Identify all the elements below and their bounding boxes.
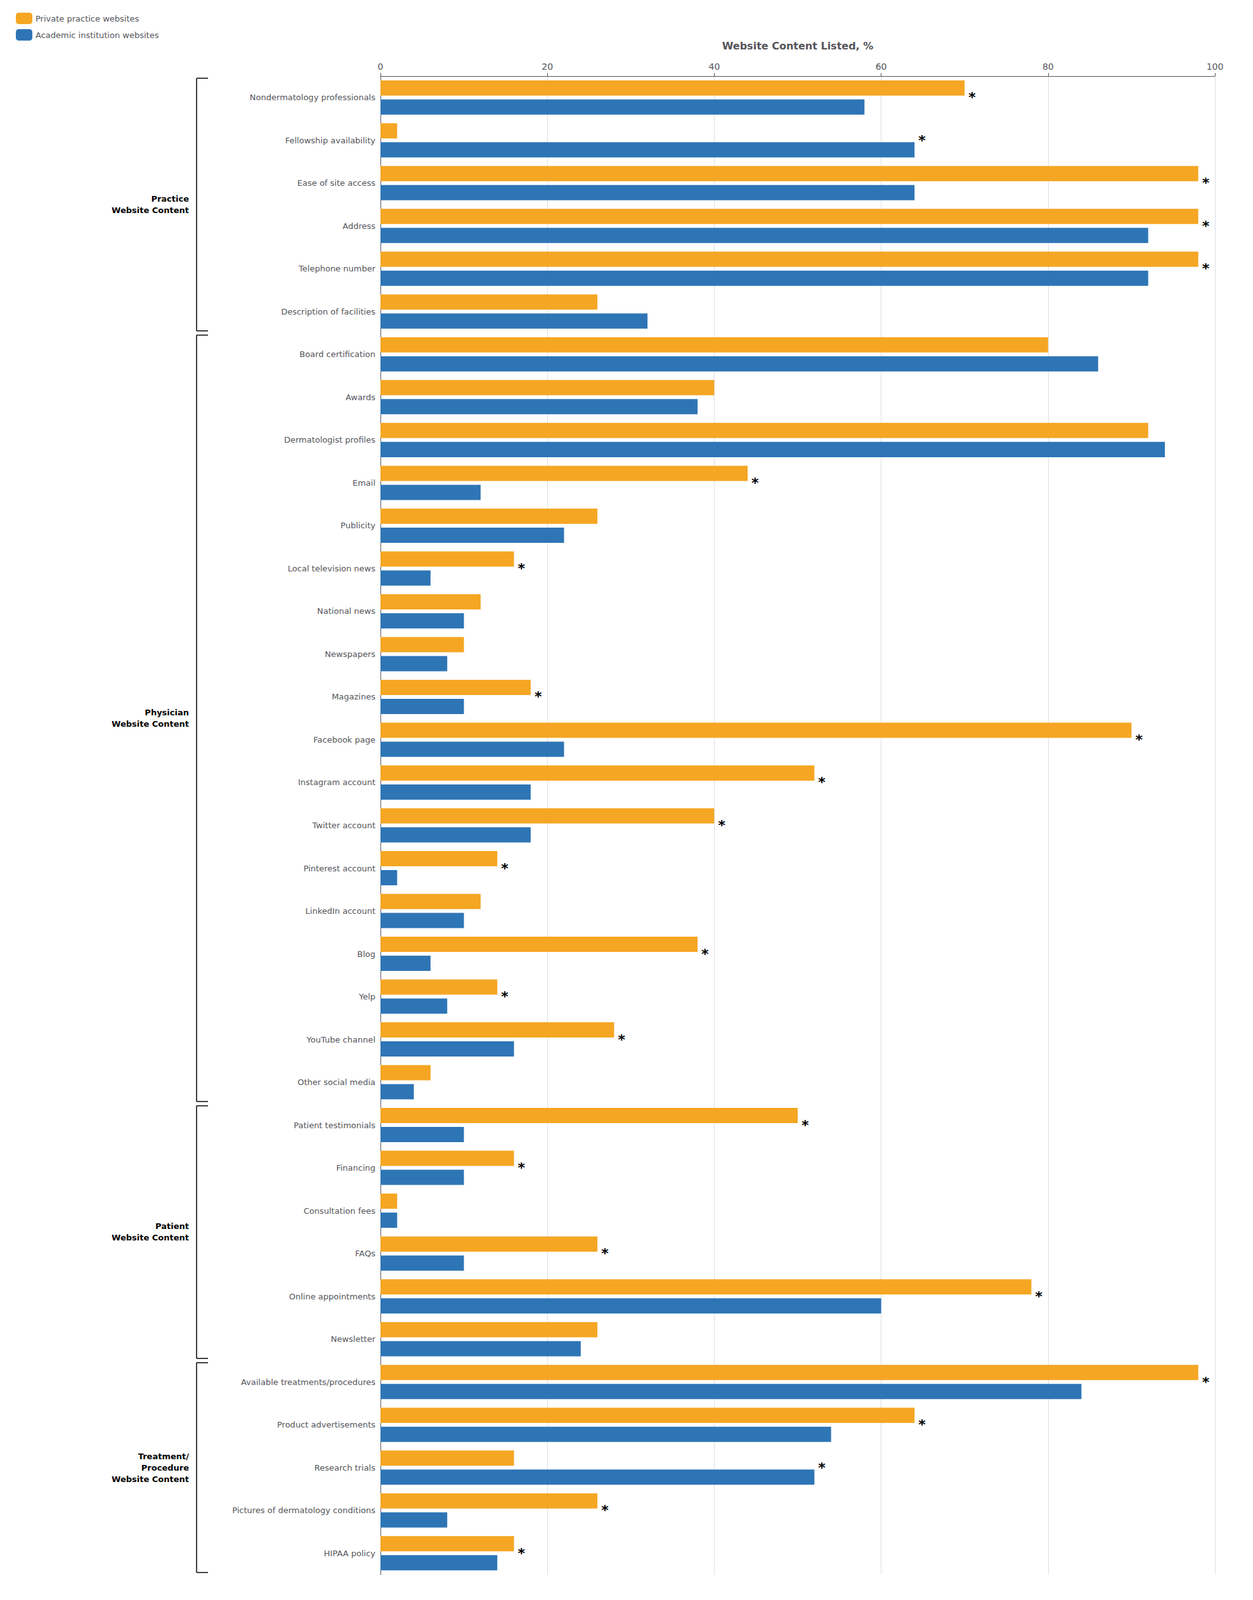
svg-text:Available treatments/procedure: Available treatments/procedures: [240, 1377, 376, 1387]
svg-text:*: *: [751, 474, 760, 491]
svg-text:Fellowship availability: Fellowship availability: [285, 135, 377, 146]
svg-text:Telephone number: Telephone number: [298, 263, 377, 274]
svg-text:60: 60: [875, 61, 888, 72]
svg-text:Magazines: Magazines: [331, 691, 376, 702]
svg-text:Description of facilities: Description of facilities: [280, 306, 376, 317]
svg-text:Board certification: Board certification: [299, 349, 376, 359]
svg-text:Financing: Financing: [336, 1162, 376, 1173]
svg-text:Awards: Awards: [345, 392, 376, 403]
svg-text:Private practice websites: Private practice websites: [35, 13, 140, 24]
svg-text:Treatment/: Treatment/: [138, 1451, 189, 1461]
svg-text:Website Content: Website Content: [111, 205, 189, 215]
svg-text:Practice: Practice: [150, 194, 189, 204]
svg-text:Address: Address: [342, 221, 376, 231]
svg-text:Newspapers: Newspapers: [324, 649, 376, 659]
svg-text:Nondermatology professionals: Nondermatology professionals: [249, 92, 376, 103]
svg-text:*: *: [518, 1159, 526, 1176]
svg-text:Consultation fees: Consultation fees: [303, 1206, 377, 1216]
svg-text:*: *: [1034, 1288, 1043, 1305]
svg-text:*: *: [701, 946, 709, 962]
svg-text:Patient: Patient: [155, 1221, 189, 1231]
svg-text:*: *: [818, 774, 826, 791]
svg-text:FAQs: FAQs: [355, 1248, 376, 1259]
svg-text:Website Content: Website Content: [111, 719, 189, 729]
svg-text:Facebook page: Facebook page: [313, 734, 376, 745]
svg-text:Product advertisements: Product advertisements: [277, 1419, 376, 1430]
svg-text:100: 100: [1206, 61, 1224, 72]
svg-text:YouTube channel: YouTube channel: [306, 1034, 376, 1045]
svg-text:*: *: [717, 817, 726, 834]
svg-text:Academic institution websites: Academic institution websites: [35, 30, 160, 40]
svg-text:Website Content: Website Content: [111, 1474, 189, 1484]
svg-text:*: *: [1202, 260, 1210, 277]
svg-text:Research trials: Research trials: [314, 1462, 376, 1473]
svg-text:*: *: [968, 89, 976, 106]
svg-text:Local television news: Local television news: [287, 563, 376, 574]
svg-text:40: 40: [708, 61, 720, 72]
svg-text:Online appointments: Online appointments: [289, 1291, 376, 1302]
svg-text:*: *: [1135, 731, 1143, 748]
svg-text:*: *: [534, 688, 543, 705]
svg-text:*: *: [601, 1245, 609, 1262]
svg-text:*: *: [1202, 1374, 1210, 1390]
svg-text:0: 0: [377, 61, 384, 72]
svg-text:*: *: [617, 1031, 626, 1048]
svg-text:*: *: [918, 1416, 926, 1433]
svg-text:Blog: Blog: [357, 949, 376, 959]
svg-text:Yelp: Yelp: [358, 991, 376, 1002]
svg-text:Email: Email: [352, 478, 376, 488]
svg-text:*: *: [500, 988, 509, 1005]
svg-text:*: *: [1202, 175, 1210, 191]
svg-text:*: *: [801, 1117, 810, 1134]
svg-text:National news: National news: [317, 606, 376, 616]
svg-text:LinkedIn account: LinkedIn account: [305, 906, 376, 916]
svg-text:Publicity: Publicity: [340, 520, 376, 531]
svg-text:*: *: [918, 132, 926, 149]
svg-text:Procedure: Procedure: [141, 1462, 189, 1473]
svg-text:Newsletter: Newsletter: [331, 1334, 377, 1344]
svg-text:Ease of site access: Ease of site access: [297, 178, 376, 188]
svg-text:HIPAA policy: HIPAA policy: [324, 1548, 376, 1559]
svg-text:Other social media: Other social media: [297, 1077, 376, 1087]
svg-text:Website Content: Website Content: [111, 1232, 189, 1243]
svg-text:80: 80: [1042, 61, 1054, 72]
svg-text:Patient testimonials: Patient testimonials: [293, 1120, 376, 1130]
svg-text:Pictures of dermatology condit: Pictures of dermatology conditions: [232, 1505, 376, 1515]
svg-text:*: *: [1202, 218, 1210, 234]
svg-text:Physician: Physician: [144, 707, 189, 718]
svg-text:*: *: [518, 1545, 526, 1562]
svg-text:Website Content Listed, %: Website Content Listed, %: [722, 39, 874, 52]
svg-text:*: *: [500, 860, 509, 877]
svg-text:Twitter account: Twitter account: [311, 820, 377, 831]
svg-text:*: *: [601, 1502, 609, 1519]
svg-text:*: *: [518, 560, 526, 577]
svg-text:20: 20: [541, 61, 553, 72]
svg-text:Dermatologist profiles: Dermatologist profiles: [284, 434, 376, 445]
svg-text:Pinterest account: Pinterest account: [303, 863, 376, 874]
svg-text:Instagram account: Instagram account: [298, 777, 376, 787]
svg-text:*: *: [818, 1459, 826, 1476]
